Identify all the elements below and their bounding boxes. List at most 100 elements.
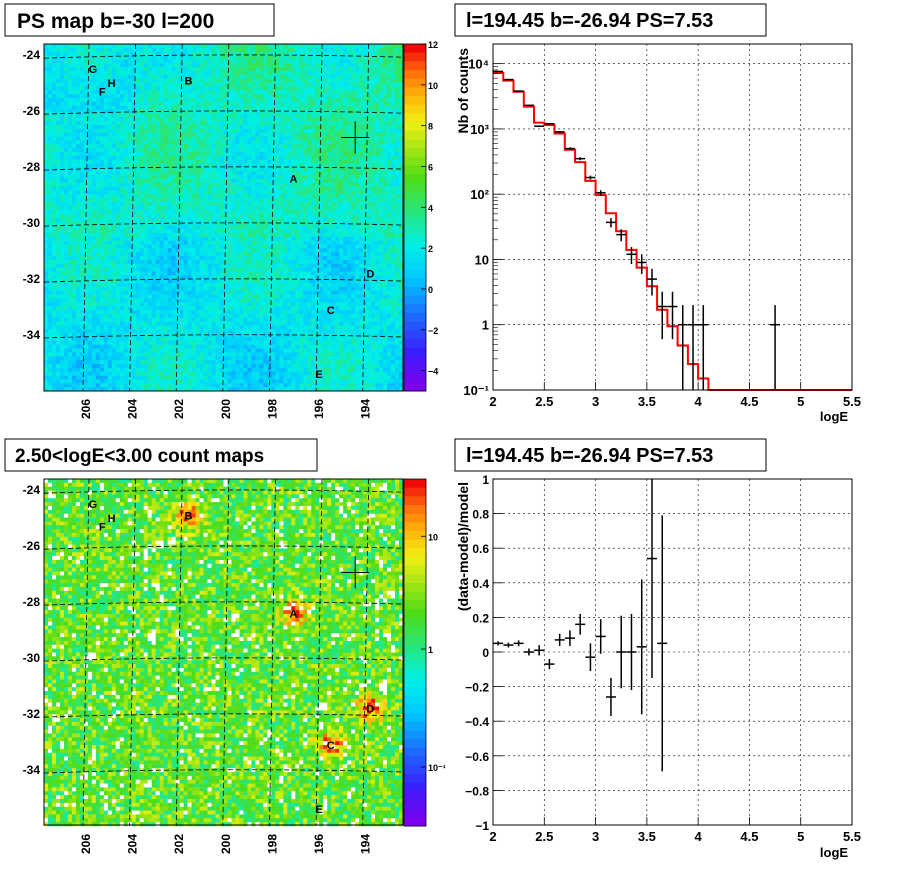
map-cell (148, 244, 152, 248)
map-cell (156, 241, 160, 245)
map-cell (231, 298, 235, 302)
map-cell (164, 117, 168, 121)
map-cell (239, 210, 243, 214)
map-cell (152, 256, 156, 260)
map-cell (96, 241, 100, 245)
map-cell (44, 90, 48, 94)
map-cell (52, 63, 56, 67)
map-cell (168, 252, 172, 256)
map-cell (164, 360, 168, 364)
map-cell (243, 210, 247, 214)
map-cell (200, 175, 204, 179)
map-cell (168, 106, 172, 110)
map-cell (204, 379, 208, 383)
map-cell (100, 210, 104, 214)
map-cell (64, 248, 68, 252)
map-cell (176, 322, 180, 326)
map-cell (136, 117, 140, 121)
map-cell (188, 225, 192, 229)
map-cell (68, 59, 72, 63)
map-cell (132, 171, 136, 175)
map-cell (152, 337, 156, 341)
map-cell (172, 113, 176, 117)
map-cell (196, 175, 200, 179)
map-cell (172, 241, 176, 245)
map-cell (208, 368, 212, 372)
map-cell (227, 287, 231, 291)
map-cell (168, 291, 172, 295)
map-cell (48, 325, 52, 329)
map-cell (88, 256, 92, 260)
map-cell (235, 183, 239, 187)
map-cell (124, 164, 128, 168)
map-cell (200, 210, 204, 214)
map-cell (172, 287, 176, 291)
map-cell (96, 171, 100, 175)
map-cell (72, 218, 76, 222)
map-cell (243, 372, 247, 376)
map-cell (216, 113, 220, 117)
map-cell (168, 345, 172, 349)
map-cell (164, 329, 168, 333)
map-cell (148, 368, 152, 372)
map-cell (168, 360, 172, 364)
map-cell (140, 206, 144, 210)
map-cell (251, 337, 255, 341)
map-cell (168, 98, 172, 102)
map-cell (243, 137, 247, 141)
map-cell (56, 187, 60, 191)
map-cell (164, 368, 168, 372)
map-cell (148, 75, 152, 79)
map-cell (44, 295, 48, 299)
map-cell (56, 376, 60, 380)
map-cell (72, 372, 76, 376)
map-cell (251, 210, 255, 214)
map-cell (255, 360, 259, 364)
map-cell (156, 310, 160, 314)
map-cell (144, 283, 148, 287)
map-cell (255, 252, 259, 256)
map-cell (144, 364, 148, 368)
map-cell (104, 360, 108, 364)
map-cell (108, 210, 112, 214)
map-cell (247, 214, 251, 218)
map-cell (100, 271, 104, 275)
map-cell (200, 202, 204, 206)
map-cell (204, 337, 208, 341)
map-cell (160, 90, 164, 94)
map-cell (44, 67, 48, 71)
map-cell (247, 302, 251, 306)
map-cell (44, 283, 48, 287)
map-cell (172, 268, 176, 272)
map-cell (112, 71, 116, 75)
map-cell (156, 237, 160, 241)
map-cell (124, 368, 128, 372)
map-cell (116, 214, 120, 218)
map-cell (204, 268, 208, 272)
map-cell (208, 333, 212, 337)
map-cell (68, 175, 72, 179)
map-cell (72, 94, 76, 98)
map-cell (180, 252, 184, 256)
map-cell (96, 329, 100, 333)
map-cell (136, 52, 140, 56)
map-cell (168, 183, 172, 187)
map-cell (235, 63, 239, 67)
map-cell (184, 341, 188, 345)
map-cell (172, 121, 176, 125)
map-cell (80, 260, 84, 264)
map-cell (112, 264, 116, 268)
map-cell (239, 295, 243, 299)
map-cell (188, 210, 192, 214)
map-cell (48, 314, 52, 318)
map-cell (124, 102, 128, 106)
map-cell (212, 214, 216, 218)
map-cell (120, 210, 124, 214)
map-cell (227, 133, 231, 137)
map-cell (76, 63, 80, 67)
map-cell (239, 218, 243, 222)
map-cell (144, 79, 148, 83)
map-cell (160, 372, 164, 376)
map-cell (239, 376, 243, 380)
map-cell (247, 194, 251, 198)
